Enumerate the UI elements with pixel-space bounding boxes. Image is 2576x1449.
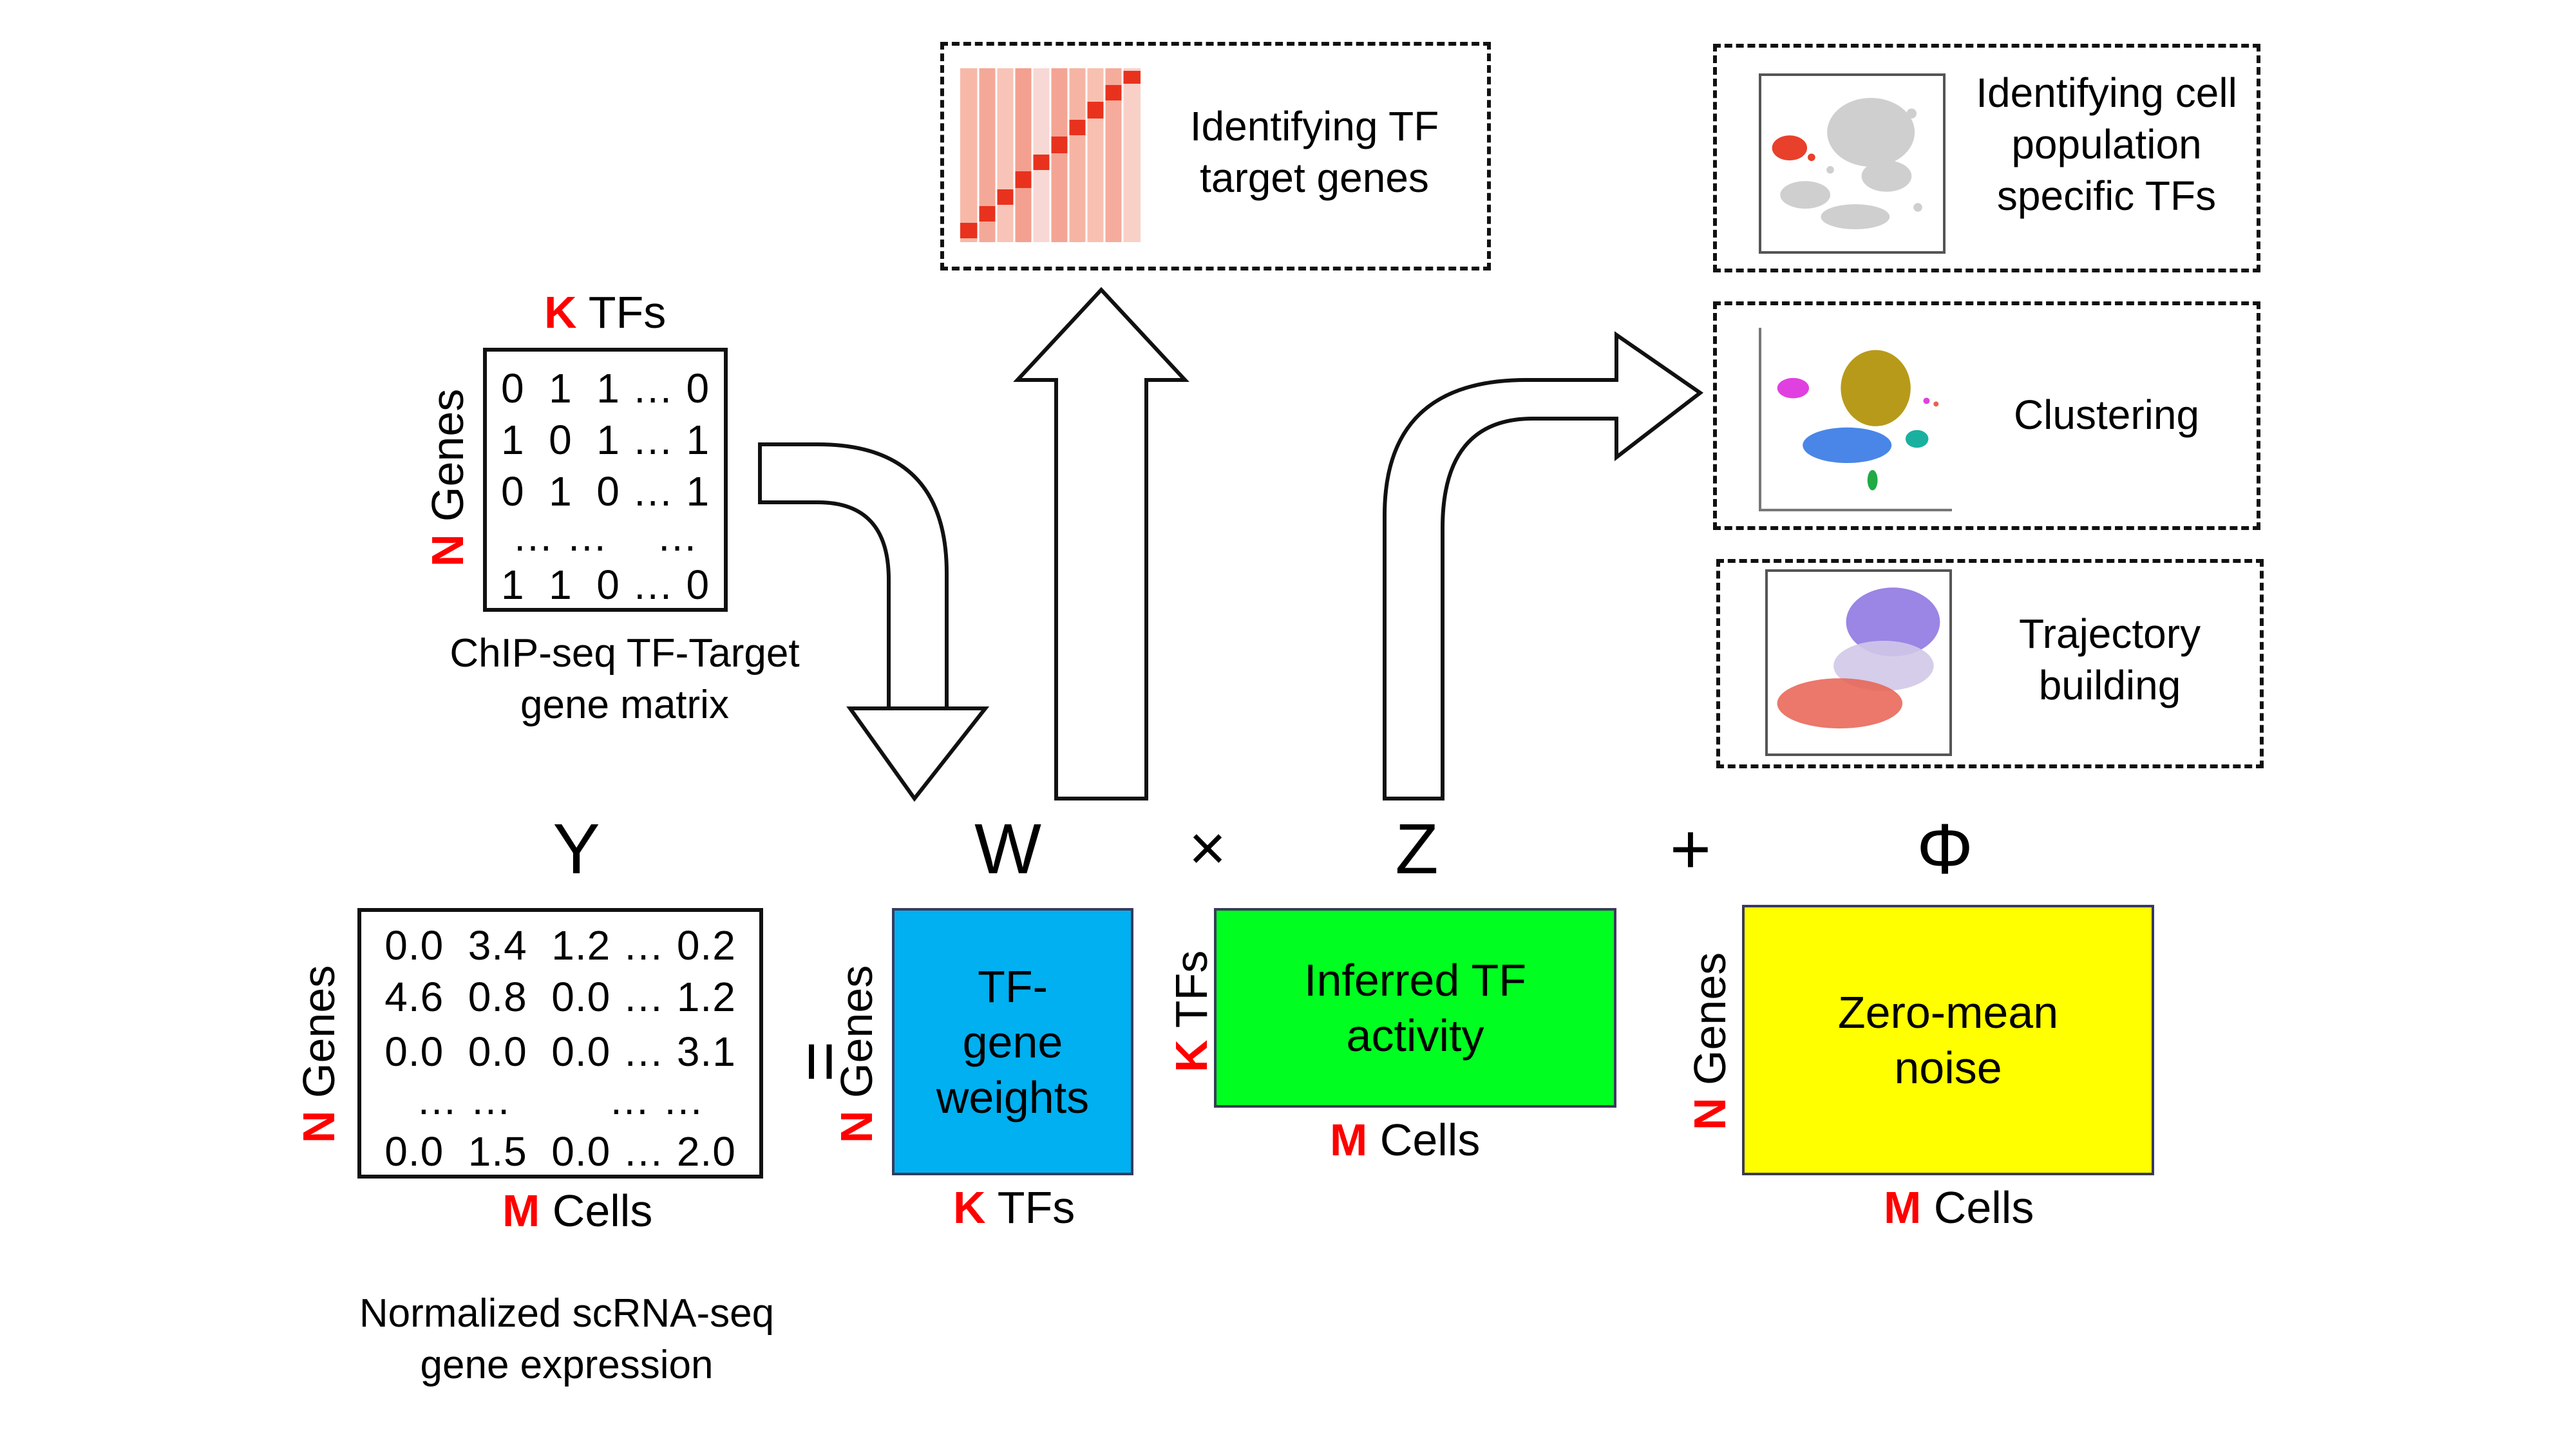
chip-side-label: N Genes [422,389,473,567]
chip-top-label: K TFs [544,287,666,338]
panel-clustering-text: Clustering [2013,392,2200,438]
y-side-genes: Genes [294,965,344,1098]
highlighted-cells [1772,135,1815,162]
heatmap-diagonal [960,71,1141,238]
y-side-label: N Genes [293,965,345,1143]
w-side-label: N Genes [831,965,882,1143]
heatmap-thumbnail [960,68,1141,242]
chip-matrix: 0 1 1 … 0 1 0 1 … 1 0 1 0 … 1 … … … 1 1 … [483,348,728,612]
y-row: 0.0 0.0 0.0 … 3.1 [384,1028,736,1075]
panel-trajectory-text: Trajectory building [1955,608,2264,711]
z-side-label: K TFs [1166,951,1217,1072]
chip-row: 1 0 1 … 1 [500,417,710,463]
phi-bottom-cells: Cells [1933,1182,2034,1233]
z-line1: Inferred TF [1304,955,1526,1005]
w-bottom-label: K TFs [953,1182,1075,1233]
chip-caption-line1: ChIP-seq TF-Target [450,631,800,676]
w-side-n: N [831,1110,882,1143]
panel-population-line1: Identifying cell [1976,70,2237,116]
z-line2: activity [1346,1010,1484,1061]
z-bottom-cells: Cells [1379,1115,1481,1165]
z-activity-box: Inferred TF activity [1214,908,1616,1108]
w-side-genes: Genes [831,965,882,1098]
y-bottom-cells: Cells [552,1186,653,1236]
y-bottom-m: M [502,1186,540,1236]
symbol-w: W [974,810,1041,889]
chip-side-genes: Genes [422,388,473,522]
y-row: 4.6 0.8 0.0 … 1.2 [384,974,736,1020]
panel-target-line1: Identifying TF [1189,103,1439,149]
phi-line1: Zero-mean [1837,987,2059,1037]
chip-row: 0 1 0 … 1 [500,468,710,515]
phi-line2: noise [1894,1043,2002,1093]
y-row: 0.0 3.4 1.2 … 0.2 [384,922,736,969]
z-side-tfs: TFs [1166,950,1217,1028]
symbol-z: Z [1395,810,1439,889]
symbol-phi: Φ [1917,810,1973,889]
w-bottom-k: K [953,1182,986,1233]
symbol-plus: + [1669,810,1712,889]
w-line1: TF- [978,961,1048,1012]
y-caption: Normalized scRNA-seq gene expression [309,1288,824,1391]
curved-down-arrow [758,442,990,802]
phi-side-genes: Genes [1685,952,1735,1085]
panel-population-text: Identifying cell population specific TFs [1952,67,2261,222]
chip-side-n: N [422,534,473,567]
y-caption-line1: Normalized scRNA-seq [359,1291,775,1336]
phi-side-label: N Genes [1684,952,1736,1130]
tsne-clusters-thumbnail [1759,328,1952,511]
tsne-highlight-thumbnail [1759,73,1946,254]
panel-trajectory-line2: building [2038,662,2181,708]
phi-noise-box: Zero-mean noise [1742,905,2154,1175]
y-bottom-label: M Cells [502,1185,652,1236]
curved-right-arrow [1383,331,1704,800]
w-line3: weights [936,1072,1090,1122]
y-row: 0.0 1.5 0.0 … 2.0 [384,1128,736,1175]
panel-trajectory-line1: Trajectory [2018,611,2201,657]
panel-clustering: Clustering [1713,301,2260,530]
phi-bottom-m: M [1884,1182,1922,1233]
y-matrix: 0.0 3.4 1.2 … 0.2 4.6 0.8 0.0 … 1.2 0.0 … [357,908,763,1179]
y-row: … … … … [416,1077,705,1123]
chip-top-k: K [544,287,577,337]
chip-caption: ChIP-seq TF-Target gene matrix [386,628,863,731]
panel-trajectory: Trajectory building [1716,559,2264,768]
w-weights-box: TF- gene weights [892,908,1133,1175]
heatmap-gridlines [977,68,1124,242]
z-bottom-m: M [1330,1115,1368,1165]
panel-population-tfs: Identifying cell population specific TFs [1713,44,2260,272]
symbol-times: × [1188,812,1227,884]
heatmap-columns [960,68,1141,242]
grey-cells [1780,98,1922,229]
panel-tf-target-genes: Identifying TF target genes [940,42,1491,270]
chip-row: 0 1 1 … 0 [500,365,710,412]
symbol-y: Y [553,810,600,889]
w-bottom-tfs: TFs [997,1182,1075,1233]
z-bottom-label: M Cells [1330,1114,1480,1166]
chip-top-tfs: TFs [588,287,667,337]
y-caption-line2: gene expression [420,1343,714,1387]
z-side-k: K [1166,1039,1217,1072]
chip-row: … … … [512,513,699,560]
chip-caption-line2: gene matrix [520,683,729,727]
panel-population-line2: population [2011,121,2202,167]
panel-target-line2: target genes [1200,155,1429,201]
trajectory-thumbnail [1765,569,1952,756]
up-arrow [1013,287,1189,800]
phi-bottom-label: M Cells [1884,1182,2034,1233]
y-side-n: N [294,1110,344,1143]
chip-row: 1 1 0 … 0 [500,562,710,608]
w-line2: gene [962,1016,1063,1067]
phi-side-n: N [1685,1097,1735,1130]
panel-population-line3: specific TFs [1996,173,2217,219]
panel-target-text: Identifying TF target genes [1163,100,1466,204]
